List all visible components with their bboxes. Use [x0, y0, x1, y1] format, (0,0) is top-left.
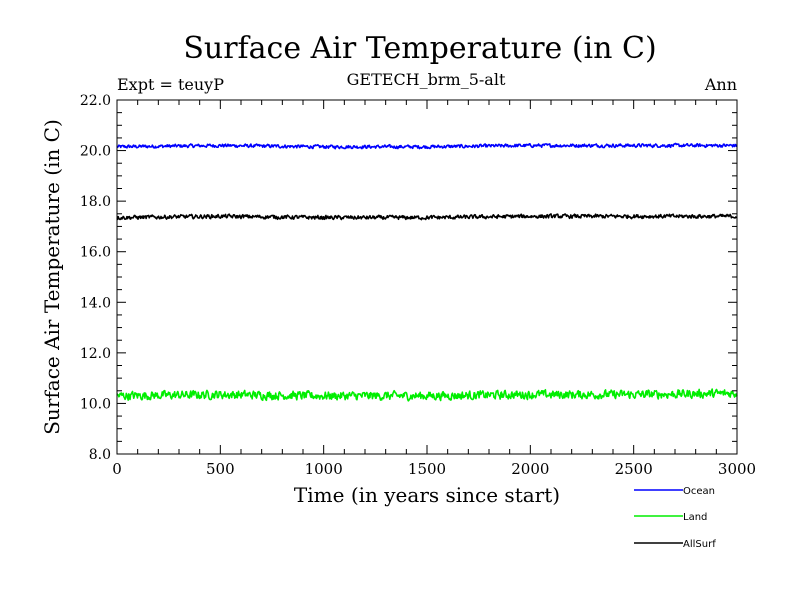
- x-tick-label: 2500: [615, 460, 653, 478]
- series-line-ocean: [116, 142, 738, 150]
- plot-area: 0 500 1000 1500 2000 2500 3000 8.0 10.0 12.0 14.0…: [80, 93, 756, 478]
- y-tick-label: 22.0: [80, 93, 111, 109]
- x-tick-label: 3000: [718, 460, 756, 478]
- y-tick-label: 20.0: [80, 144, 111, 160]
- x-axis-ticks: 0 500 1000 1500 2000 2500 3000: [112, 100, 756, 478]
- y-axis-ticks: 8.0 10.0 12.0 14.0 16.0 18.0 20.0 22.0: [80, 93, 737, 463]
- x-axis-label: Time (in years since start): [294, 483, 560, 507]
- y-tick-label: 16.0: [80, 245, 111, 261]
- plot-frame: [116, 99, 738, 455]
- legend: Ocean Land AllSurf: [634, 486, 716, 550]
- x-tick-label: 1000: [305, 460, 343, 478]
- y-tick-label: 14.0: [80, 295, 111, 311]
- y-tick-label: 10.0: [80, 396, 111, 412]
- series-layer: [116, 142, 738, 402]
- y-tick-label: 8.0: [89, 447, 111, 463]
- chart-subtitle-left: Expt = teuyP: [117, 75, 224, 94]
- x-tick-label: 0: [112, 460, 122, 478]
- legend-label-allsurf: AllSurf: [683, 539, 716, 550]
- chart-title: Surface Air Temperature (in C): [183, 31, 656, 66]
- x-tick-label: 500: [206, 460, 235, 478]
- legend-label-ocean: Ocean: [683, 486, 715, 497]
- chart-subtitle-right: Ann: [704, 75, 737, 94]
- x-tick-label: 2000: [511, 460, 549, 478]
- series-line-allsurf: [116, 213, 738, 221]
- y-tick-label: 18.0: [80, 194, 111, 210]
- series-line-land: [116, 388, 738, 402]
- chart-subtitle-center: GETECH_brm_5-alt: [347, 70, 506, 89]
- y-axis-label: Surface Air Temperature (in C): [40, 119, 64, 435]
- legend-label-land: Land: [683, 512, 707, 523]
- y-tick-label: 12.0: [80, 346, 111, 362]
- x-tick-label: 1500: [408, 460, 446, 478]
